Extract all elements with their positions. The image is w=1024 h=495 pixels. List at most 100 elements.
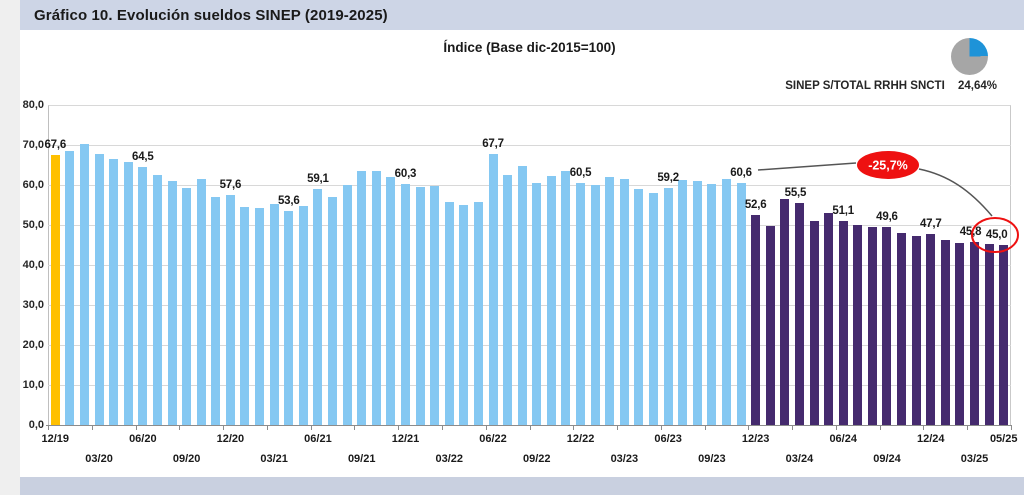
bar-08-20 <box>167 180 177 425</box>
x-axis-tick <box>485 426 487 430</box>
bar-06-22 <box>488 154 498 425</box>
x-axis-tick <box>792 426 794 430</box>
bar-04-23 <box>634 188 644 425</box>
bar-05-20 <box>123 162 133 425</box>
x-axis-line <box>46 425 1012 426</box>
sinep-share-note: SINEP S/TOTAL RRHH SNCTI 24,64% <box>785 80 997 92</box>
x-axis-label-12-19: 12/19 <box>41 433 70 445</box>
bar-value-label-04-21: 53,6 <box>277 194 300 207</box>
x-axis-tick <box>135 426 137 430</box>
x-axis-label-12-20: 12/20 <box>216 433 245 445</box>
x-axis-tick <box>923 426 925 430</box>
bar-01-20 <box>65 150 75 425</box>
bar-value-label-12-21: 60,3 <box>394 167 417 180</box>
x-axis-tick <box>1011 426 1012 430</box>
bar-10-22 <box>546 176 556 425</box>
x-axis-tick <box>529 426 531 430</box>
x-axis-label-12-22: 12/22 <box>566 433 595 445</box>
bar-11-21 <box>386 177 396 425</box>
y-axis-label: 30,0 <box>22 299 44 311</box>
bar-11-22 <box>561 171 571 425</box>
bar-01-24 <box>765 226 775 425</box>
x-axis-label-06-24: 06/24 <box>829 433 857 445</box>
bar-06-23 <box>663 188 673 425</box>
bar-12-20 <box>225 194 235 425</box>
x-axis-label-09-24: 09/24 <box>873 453 901 465</box>
bar-value-label-06-21: 59,1 <box>307 172 329 185</box>
x-axis-tick <box>704 426 706 430</box>
bar-12-21 <box>400 183 410 425</box>
x-axis-tick <box>879 426 881 430</box>
left-margin-strip <box>0 0 20 495</box>
x-axis-tick <box>617 426 619 430</box>
bar-04-22 <box>459 205 469 425</box>
x-axis-label-03-20: 03/20 <box>85 453 113 465</box>
bar-value-label-12-20: 57,6 <box>219 178 242 191</box>
x-axis-tick <box>573 426 575 430</box>
gridline-60 <box>48 185 1011 186</box>
bar-01-21 <box>240 206 250 425</box>
bar-09-24 <box>882 226 892 425</box>
gridline-10 <box>48 385 1011 386</box>
bar-10-20 <box>196 179 206 425</box>
x-axis-label-09-20: 09/20 <box>172 453 201 465</box>
bar-07-23 <box>678 180 688 425</box>
bar-12-22 <box>576 183 586 425</box>
bar-value-label-12-23: 52,6 <box>744 198 767 211</box>
bar-03-21 <box>269 203 279 425</box>
x-axis-tick <box>398 426 400 430</box>
bar-03-23 <box>619 178 629 425</box>
bar-08-23 <box>692 181 702 425</box>
y-axis-label: 80,0 <box>22 99 44 111</box>
bar-04-24 <box>809 221 819 425</box>
bar-04-25 <box>984 244 994 425</box>
bar-07-21 <box>328 197 338 425</box>
x-axis-tick <box>748 426 750 430</box>
bar-03-24 <box>794 203 804 425</box>
y-axis-label: 60,0 <box>22 179 44 191</box>
bar-11-23 <box>736 182 746 425</box>
x-axis-label-09-21: 09/21 <box>347 453 376 465</box>
bar-03-22 <box>444 201 454 425</box>
bar-value-label-12-19: 67,6 <box>44 138 67 151</box>
x-axis-label-12-21: 12/21 <box>391 433 420 445</box>
bar-08-24 <box>867 227 877 425</box>
bar-value-label-06-23: 59,2 <box>657 172 679 185</box>
y-axis-label: 70,0 <box>22 139 44 151</box>
bar-10-21 <box>371 171 381 425</box>
x-axis-tick <box>835 426 837 430</box>
x-axis-tick <box>354 426 356 430</box>
x-axis-label-03-23: 03/23 <box>610 453 639 465</box>
bar-01-22 <box>415 187 425 425</box>
page-title: Gráfico 10. Evolución sueldos SINEP (201… <box>34 6 388 24</box>
bar-06-20 <box>138 167 148 425</box>
bar-05-21 <box>298 206 308 425</box>
bar-06-21 <box>313 188 323 425</box>
bar-value-label-09-24: 49,6 <box>876 210 898 223</box>
bar-01-25 <box>940 240 950 425</box>
bar-02-22 <box>430 185 440 425</box>
bar-09-23 <box>707 184 717 425</box>
bar-09-20 <box>182 187 192 425</box>
bar-12-23 <box>751 214 761 425</box>
y-axis-label: 10,0 <box>22 379 44 391</box>
bar-04-21 <box>284 210 294 425</box>
bar-03-20 <box>94 153 104 425</box>
bar-01-23 <box>590 185 600 425</box>
bar-12-24 <box>926 234 936 425</box>
x-axis-label-09-22: 09/22 <box>523 453 551 465</box>
bottom-bar <box>20 477 1024 495</box>
bar-03-25 <box>970 241 980 425</box>
bar-value-label-06-20: 64,5 <box>132 151 154 163</box>
bar-08-21 <box>342 185 352 425</box>
bar-02-25 <box>955 242 965 425</box>
bar-02-20 <box>79 143 89 425</box>
x-axis-tick <box>310 426 312 430</box>
title-bar: Gráfico 10. Evolución sueldos SINEP (201… <box>20 0 1024 30</box>
bar-value-label-12-22: 60,5 <box>569 167 592 179</box>
bar-02-23 <box>605 177 615 425</box>
bar-07-20 <box>152 175 162 425</box>
bar-11-20 <box>211 197 221 425</box>
gridline-30 <box>48 305 1011 306</box>
y-axis-label: 0,0 <box>28 419 44 431</box>
